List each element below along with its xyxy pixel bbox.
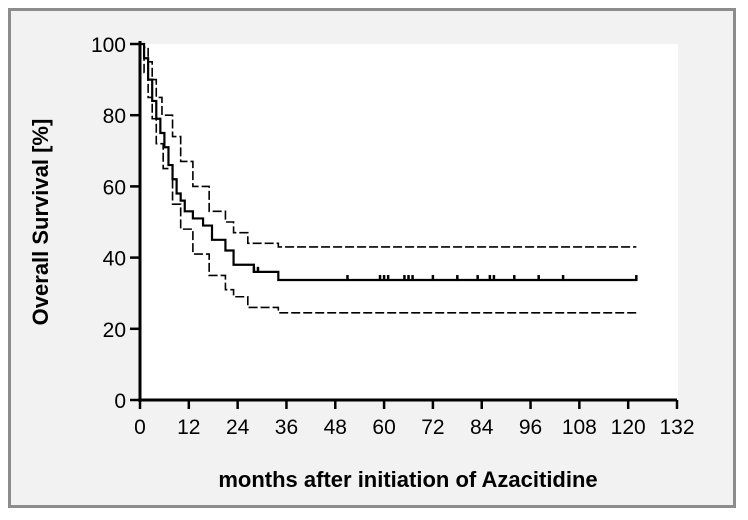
x-tick-label: 108 (562, 416, 597, 439)
x-tick-label: 36 (275, 416, 298, 439)
y-tick-label: 100 (91, 34, 126, 57)
series-survival (140, 42, 637, 282)
y-axis-label: Overall Survival [%] (28, 119, 53, 326)
series-lower-95-ci (140, 43, 637, 314)
plot-area (140, 44, 678, 400)
x-tick-label: 96 (519, 416, 542, 439)
y-tick-label: 80 (103, 105, 126, 128)
x-axis-label: months after initiation of Azacitidine (218, 467, 597, 492)
x-tick-label: 60 (372, 416, 395, 439)
y-tick-label: 20 (103, 319, 126, 342)
x-tick-label: 72 (421, 416, 444, 439)
x-tick-label: 24 (226, 416, 250, 439)
y-tick-label: 40 (103, 248, 126, 271)
x-tick-label: 84 (470, 416, 494, 439)
x-tick-label: 132 (659, 416, 694, 439)
x-tick-label: 120 (611, 416, 646, 439)
x-tick-label: 12 (177, 416, 200, 439)
series-upper-95-ci (140, 43, 637, 248)
y-tick-label: 60 (103, 176, 126, 199)
x-tick-label: 48 (324, 416, 347, 439)
y-tick-label: 0 (114, 390, 126, 413)
x-tick-label: 0 (134, 416, 146, 439)
